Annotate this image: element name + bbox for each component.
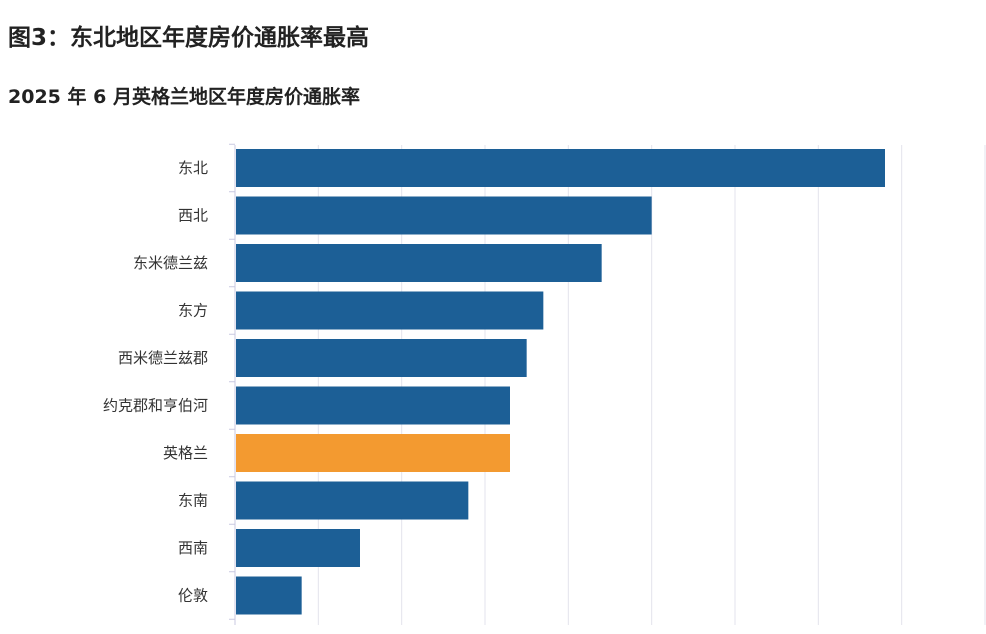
category-label: 约克郡和亨伯河 [103,397,208,415]
category-label: 伦敦 [178,587,208,605]
bar [236,244,602,282]
bar [236,291,544,330]
bar [236,196,652,235]
chart-subtitle: 2025 年 6 月英格兰地区年度房价通胀率 [8,86,360,108]
category-label: 英格兰 [163,444,208,462]
bar [236,386,510,425]
category-label: 东南 [178,492,208,510]
category-label: 西南 [178,539,208,557]
bar [236,149,885,187]
chart-title: 图3：东北地区年度房价通胀率最高 [8,25,370,51]
bar [236,529,360,567]
category-label: 西北 [178,207,208,225]
category-label: 东米德兰兹 [133,254,208,272]
category-label: 西米德兰兹郡 [118,349,208,367]
bar [236,481,469,520]
bar [236,576,302,615]
y-axis [229,143,236,625]
bars [236,149,885,615]
bar-highlight [236,434,510,472]
category-label: 东北 [178,159,208,177]
bar [236,339,527,377]
category-label: 东方 [178,302,208,320]
